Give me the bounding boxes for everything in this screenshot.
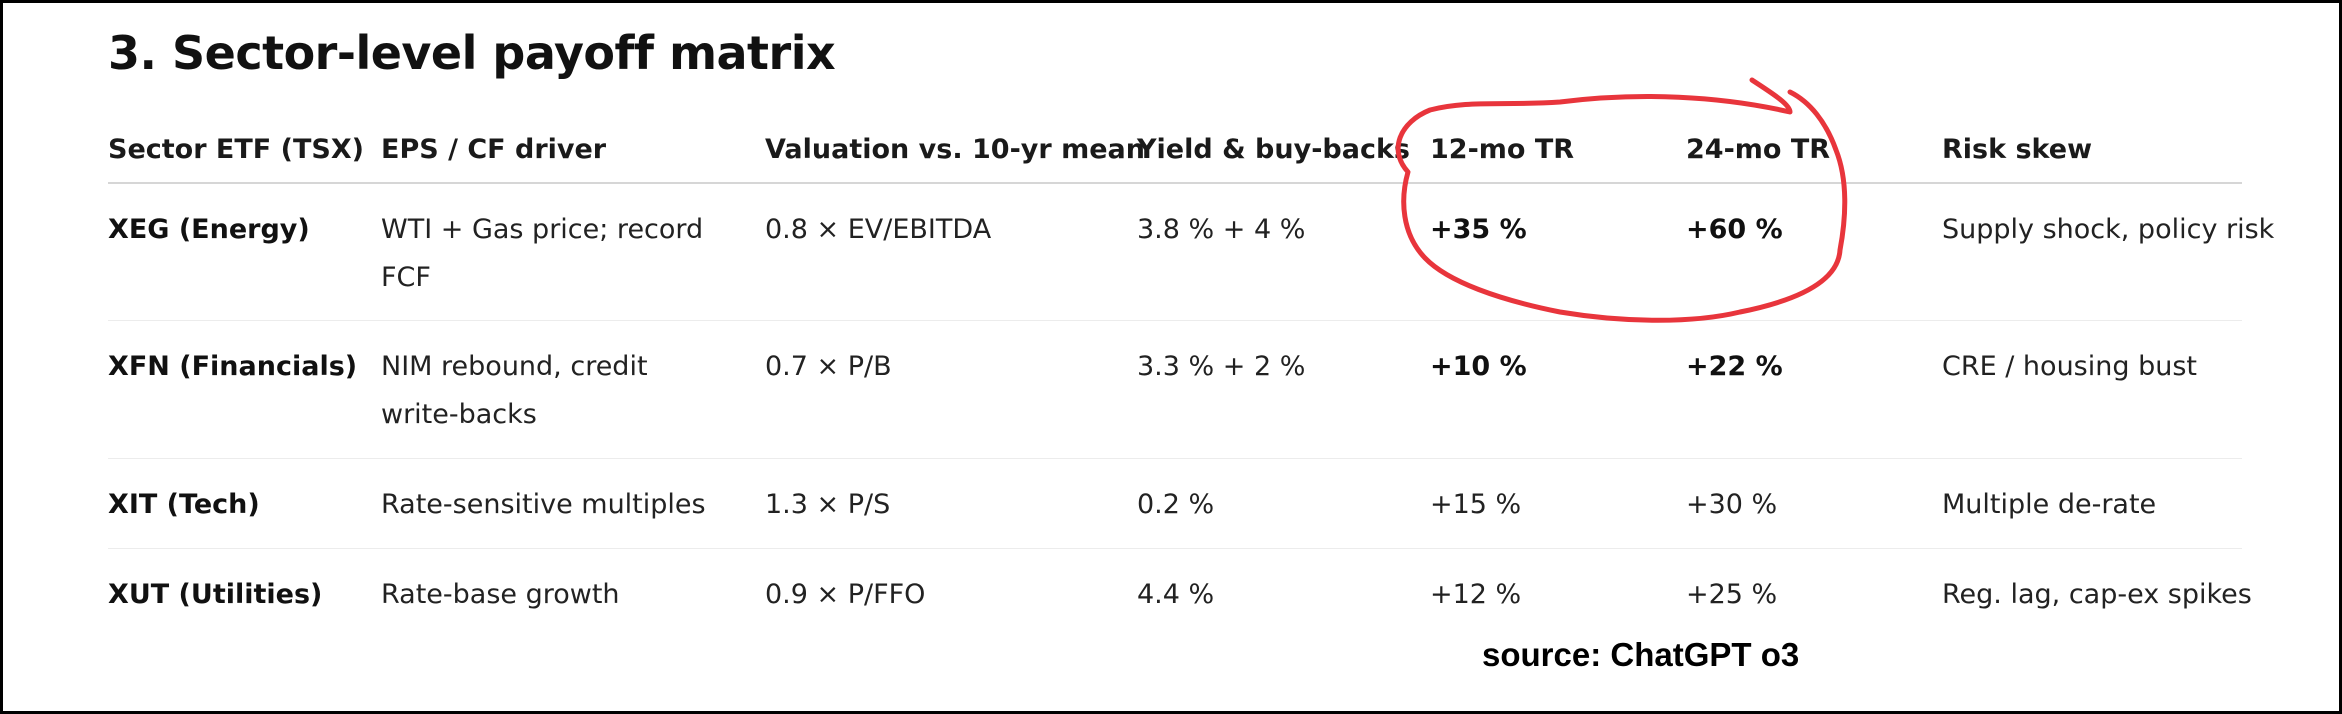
header-valuation: Valuation vs. 10-yr mean <box>765 134 1145 165</box>
header-eps-driver: EPS / CF driver <box>381 134 607 165</box>
cell-valuation: 0.9 × P/FFO <box>765 579 926 610</box>
source-caption: source: ChatGPT o3 <box>1482 636 1800 673</box>
cell-24mo-tr: +60 % <box>1686 214 1783 245</box>
cell-driver: NIM rebound, credit write-backs <box>381 351 648 430</box>
cell-driver: WTI + Gas price; record FCF <box>381 214 704 293</box>
cell-risk: CRE / housing bust <box>1942 351 2197 382</box>
cell-sector: XIT (Tech) <box>108 489 260 520</box>
cell-sector: XUT (Utilities) <box>108 579 323 610</box>
header-24mo-tr: 24-mo TR <box>1686 134 1831 165</box>
cell-yield: 3.8 % + 4 % <box>1137 214 1306 245</box>
header-risk-skew: Risk skew <box>1942 134 2093 165</box>
header-sector-etf: Sector ETF (TSX) <box>108 134 364 165</box>
cell-risk: Reg. lag, cap-ex spikes <box>1942 579 2252 610</box>
cell-12mo-tr: +12 % <box>1430 579 1522 610</box>
hand-drawn-circle <box>1395 77 1848 323</box>
cell-24mo-tr: +30 % <box>1686 489 1778 520</box>
cell-valuation: 0.7 × P/B <box>765 351 892 382</box>
cell-valuation: 0.8 × EV/EBITDA <box>765 214 992 245</box>
header-12mo-tr: 12-mo TR <box>1430 134 1575 165</box>
cell-sector: XFN (Financials) <box>108 351 358 382</box>
section-title: 3. Sector-level payoff matrix <box>108 26 836 80</box>
cell-driver: Rate-sensitive multiples <box>381 489 706 520</box>
row-divider <box>108 458 2242 459</box>
cell-valuation: 1.3 × P/S <box>765 489 891 520</box>
cell-yield: 0.2 % <box>1137 489 1215 520</box>
row-divider <box>108 548 2242 549</box>
cell-driver: Rate-base growth <box>381 579 620 610</box>
cell-24mo-tr: +25 % <box>1686 579 1778 610</box>
header-yield: Yield & buy-backs <box>1137 134 1410 165</box>
cell-risk: Supply shock, policy risk <box>1942 214 2275 245</box>
cell-12mo-tr: +35 % <box>1430 214 1527 245</box>
cell-risk: Multiple de-rate <box>1942 489 2157 520</box>
header-divider <box>108 182 2242 184</box>
cell-sector: XEG (Energy) <box>108 214 310 245</box>
cell-12mo-tr: +15 % <box>1430 489 1522 520</box>
row-divider <box>108 320 2242 321</box>
cell-yield: 4.4 % <box>1137 579 1215 610</box>
cell-24mo-tr: +22 % <box>1686 351 1783 382</box>
cell-12mo-tr: +10 % <box>1430 351 1527 382</box>
cell-yield: 3.3 % + 2 % <box>1137 351 1306 382</box>
